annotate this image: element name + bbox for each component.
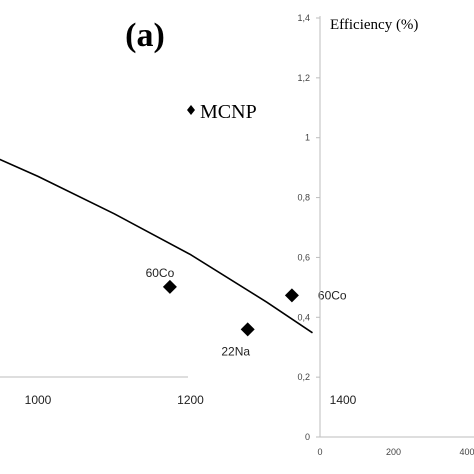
panel-a-x-tick-label: 1000: [25, 393, 52, 407]
panel-a-data-point: [284, 288, 299, 303]
panel-b-x-tick-label: 400: [459, 447, 474, 457]
panel-b-y-axis-title: Efficiency (%): [330, 17, 418, 33]
panel-a-data-point: [162, 279, 177, 294]
panel-a-point-label: 60Co: [146, 266, 175, 280]
panel-a-legend-label: MCNP: [200, 101, 257, 123]
panel-b-y-tick-label: 0,2: [297, 372, 310, 382]
panel-b-x-tick-label: 200: [386, 447, 401, 457]
panel-b-y-tick-label: 0: [305, 432, 310, 442]
panel-b-x-tick-label: 0: [317, 447, 322, 457]
panel-a-points: 60Co 22Na 60Co: [146, 266, 347, 359]
panel-a-x-ticks: 1000 1200 1400: [25, 393, 357, 407]
panel-b-y-tick-label: 1,4: [297, 13, 310, 23]
panel-b: 0 0,2 0,4 0,6 0,8 1 1,2 1,4 0 200 400 Efficiency …: [297, 13, 474, 457]
panel-b-y-tick-label: 1,2: [297, 73, 310, 83]
panel-a-point-label: 22Na: [221, 344, 250, 358]
panel-a-x-tick-label: 1200: [177, 393, 204, 407]
panel-a-label: (a): [125, 17, 165, 54]
panel-a-legend-marker: [187, 105, 195, 115]
panel-a-point-label: 60Co: [318, 288, 347, 302]
panel-a-data-point: [240, 322, 255, 337]
panel-b-y-tick-label: 1: [305, 133, 310, 143]
panel-b-y-ticks: 0 0,2 0,4 0,6 0,8 1 1,2 1,4: [297, 13, 320, 442]
panel-a-legend: MCNP: [187, 101, 257, 123]
panel-b-x-ticks: 0 200 400: [317, 447, 474, 457]
panel-b-y-tick-label: 0,8: [297, 193, 310, 203]
panel-b-y-tick-label: 0,4: [297, 312, 310, 322]
panel-b-y-tick-label: 0,6: [297, 252, 310, 262]
panel-a-x-tick-label: 1400: [330, 393, 357, 407]
panel-a-fit-curve: [0, 158, 313, 334]
